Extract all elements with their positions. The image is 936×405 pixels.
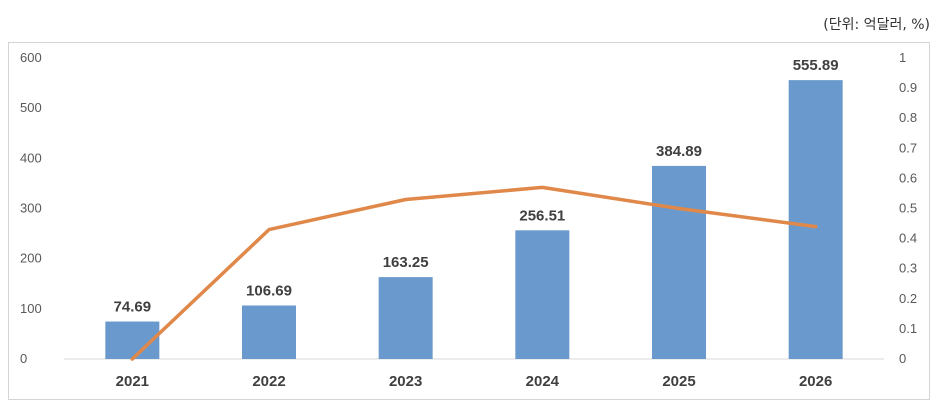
bar	[515, 230, 570, 359]
x-tick-label: 2021	[116, 373, 149, 390]
x-tick-label: 2026	[799, 373, 832, 390]
unit-label: (단위: 억달러, %)	[823, 17, 930, 33]
y-right-tick-label: 0.1	[899, 321, 917, 336]
bar	[242, 305, 296, 359]
y-left-tick-label: 300	[20, 201, 42, 216]
bar	[788, 80, 843, 360]
y-right-tick-label: 0.2	[899, 291, 917, 306]
data-label: 163.25	[383, 254, 429, 271]
y-left-tick-label: 100	[20, 301, 42, 316]
data-label: 106.69	[246, 282, 292, 299]
y-left-tick-label: 500	[20, 100, 42, 115]
y-right-tick-label: 0.8	[899, 110, 917, 125]
y-right-tick-label: 0.4	[899, 231, 917, 246]
data-label: 256.51	[519, 207, 565, 224]
y-right-tick-label: 0	[899, 351, 906, 366]
y-right-tick-label: 0.3	[899, 261, 917, 276]
y-left-tick-label: 600	[20, 50, 42, 65]
y-left-tick-label: 0	[20, 351, 27, 366]
bar	[652, 165, 706, 359]
y-right-tick-label: 0.9	[899, 80, 917, 95]
bar	[378, 277, 433, 359]
x-tick-label: 2023	[389, 373, 422, 390]
y-right-tick-label: 1	[899, 50, 906, 65]
data-label: 555.89	[793, 57, 839, 74]
chart-frame	[8, 42, 930, 400]
y-right-tick-label: 0.5	[899, 201, 917, 216]
y-right-tick-label: 0.7	[899, 140, 917, 155]
series-line	[130, 185, 818, 361]
y-right-tick-label: 0.6	[899, 170, 917, 185]
x-tick-label: 2024	[526, 373, 560, 390]
y-left-tick-label: 200	[20, 251, 42, 266]
data-label: 384.89	[656, 143, 702, 160]
x-tick-label: 2025	[662, 373, 695, 390]
data-label: 74.69	[114, 299, 152, 316]
y-left-tick-label: 400	[20, 150, 42, 165]
x-tick-label: 2022	[252, 373, 285, 390]
